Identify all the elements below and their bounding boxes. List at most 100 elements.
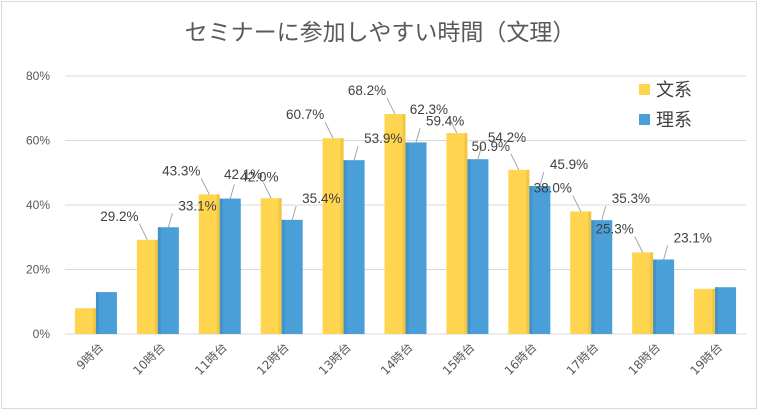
bar-bunkei [74, 308, 96, 334]
label-leader-line [262, 182, 272, 199]
data-label: 33.1% [178, 198, 216, 213]
x-category-label: 18時台 [625, 340, 663, 378]
data-label: 42.0% [240, 170, 278, 185]
label-leader-line [229, 184, 235, 199]
bar-rikei [715, 287, 737, 334]
bar-shade [467, 159, 471, 334]
bar-shade [715, 287, 719, 334]
bar-shade [653, 259, 657, 334]
bar-rikei [281, 219, 303, 334]
label-leader-line [601, 206, 607, 221]
bar-bunkei [260, 198, 282, 334]
data-label: 54.2% [488, 130, 526, 145]
data-label: 29.2% [100, 209, 138, 224]
data-label: 68.2% [348, 83, 386, 98]
y-tick-label: 40% [26, 198, 50, 212]
bar-shade [402, 114, 406, 335]
bar-rikei [219, 198, 241, 334]
bar-rikei [405, 142, 427, 334]
label-leader-line [353, 146, 359, 161]
label-leader-line [291, 205, 297, 220]
data-label: 38.0% [534, 180, 572, 195]
x-category-label: 14時台 [377, 340, 415, 378]
label-leader-line [167, 213, 173, 228]
x-category-label: 19時台 [687, 340, 725, 378]
bar-shade [343, 160, 347, 334]
bar-rikei [343, 160, 365, 334]
legend-swatch [639, 114, 650, 125]
label-leader-line [510, 153, 520, 171]
bar-shade [712, 288, 716, 334]
label-leader-line [324, 122, 334, 139]
data-label: 59.4% [426, 113, 464, 128]
x-category-label: 17時台 [563, 340, 601, 378]
bar-shade [216, 194, 220, 334]
bar-bunkei [384, 114, 406, 335]
data-label: 23.1% [674, 231, 712, 246]
data-label: 25.3% [595, 221, 633, 236]
data-labels: 29.2% 33.1% 43.3% 42.0%42.1% 35.4% 60.7% 53.9%… [100, 83, 712, 245]
x-category-label: 11時台 [192, 340, 230, 378]
bar-bunkei [322, 138, 344, 334]
label-leader-line [539, 171, 545, 187]
bar-rikei [467, 159, 489, 334]
label-leader-line [663, 245, 669, 260]
bar-rikei [653, 259, 675, 334]
data-label: 50.9% [472, 139, 510, 154]
data-label: 53.9% [364, 131, 402, 146]
x-category-label: 12時台 [253, 340, 291, 378]
bar-shade [588, 211, 592, 334]
label-leader-line [138, 223, 148, 241]
bar-rikei [529, 185, 551, 334]
y-axis-ticks: 0% 20% 40% 60% 80% [26, 69, 50, 341]
bar-shade [591, 220, 595, 334]
bar-bunkei [446, 133, 468, 334]
bars [74, 114, 737, 335]
x-category-label: 10時台 [130, 340, 168, 378]
bar-bunkei [632, 252, 654, 334]
label-leader-line [477, 145, 483, 160]
y-tick-label: 80% [26, 69, 50, 83]
data-label: 43.3% [162, 163, 200, 178]
bar-shade [529, 185, 533, 334]
bar-shade [526, 169, 530, 334]
y-tick-label: 60% [26, 134, 50, 148]
bar-shade [92, 308, 96, 334]
bar-shade [95, 292, 99, 334]
chart-title: セミナーに参加しやすい時間（文理） [185, 20, 576, 46]
data-label: 62.3% [410, 102, 448, 117]
label-leader-line [448, 116, 458, 134]
y-tick-label: 0% [33, 327, 51, 341]
data-label: 45.9% [550, 157, 588, 172]
bar-shade [464, 133, 468, 334]
bar-shade [154, 239, 158, 334]
x-category-label: 15時台 [439, 340, 477, 378]
label-leader-line [415, 128, 421, 143]
bar-bunkei [198, 194, 220, 334]
bar-shade [157, 227, 161, 334]
bar-shade [281, 219, 285, 334]
x-category-label: 16時台 [501, 340, 539, 378]
bar-bunkei [136, 239, 158, 334]
bar-shade [340, 138, 344, 334]
label-leader-lines [138, 97, 669, 260]
bar-shade [278, 198, 282, 334]
bar-shade [405, 142, 409, 334]
label-leader-line [634, 236, 644, 253]
legend-label: 理系 [656, 110, 692, 131]
data-label: 42.1% [224, 167, 262, 182]
bar-bunkei [508, 169, 530, 334]
x-category-label: 9時台 [73, 340, 106, 373]
bar-shade [219, 198, 223, 334]
bar-bunkei [694, 288, 716, 334]
bar-rikei [95, 292, 117, 334]
bar-bunkei [570, 211, 592, 334]
label-leader-line [386, 97, 396, 115]
data-label: 35.4% [302, 191, 340, 206]
data-label: 35.3% [612, 191, 650, 206]
label-leader-line [200, 178, 210, 195]
bar-rikei [591, 220, 613, 334]
legend-swatch [639, 84, 650, 95]
